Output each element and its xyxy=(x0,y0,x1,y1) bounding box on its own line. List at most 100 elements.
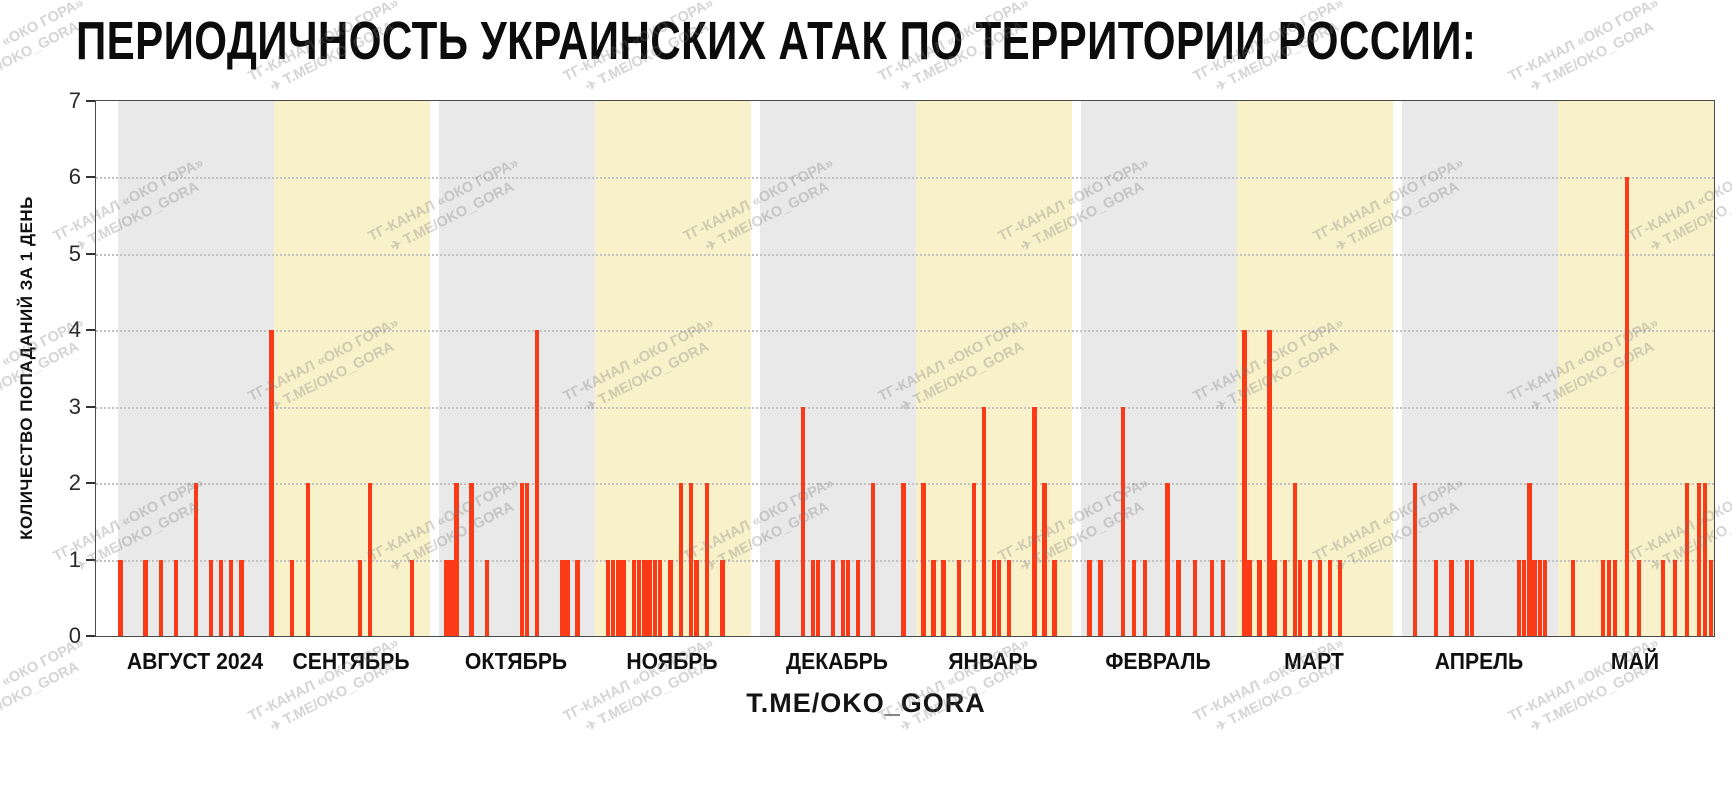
bar xyxy=(1337,559,1343,636)
bar xyxy=(1464,559,1470,636)
bar xyxy=(1257,559,1262,636)
bar xyxy=(720,559,725,636)
bar xyxy=(1142,559,1148,636)
bar xyxy=(1624,177,1630,636)
telegram-plane-icon: ✈ xyxy=(1527,74,1548,95)
bar xyxy=(1327,559,1333,636)
month-label: СЕНТЯБРЬ xyxy=(292,648,410,674)
bar xyxy=(519,483,525,636)
bar xyxy=(694,559,699,636)
bar xyxy=(642,559,647,636)
bar xyxy=(830,559,836,636)
bar xyxy=(1696,483,1702,636)
bar xyxy=(931,559,936,636)
month-band xyxy=(274,101,430,636)
bar xyxy=(815,559,821,636)
bar xyxy=(193,483,199,636)
bar xyxy=(688,483,694,636)
telegram-plane-icon: ✈ xyxy=(897,74,918,95)
bar xyxy=(941,559,946,636)
bar xyxy=(845,559,851,636)
bar xyxy=(158,559,164,636)
bar xyxy=(469,483,474,636)
bar xyxy=(1412,483,1418,636)
watermark-channel-name: ТГ-КАНАЛ «ОКО ГОРА» xyxy=(1505,0,1662,85)
bar xyxy=(1087,559,1092,636)
bar xyxy=(1120,406,1126,636)
bar xyxy=(840,559,846,636)
watermark: ТГ-КАНАЛ «ОКО ГОРА»✈ T.ME/OKO_GORA xyxy=(1506,0,1671,103)
bar xyxy=(1600,559,1606,636)
y-axis-label: КОЛИЧЕСТВО ПОПАДАНИЙ ЗА 1 ДЕНЬ xyxy=(17,196,36,540)
bar xyxy=(367,483,373,636)
bar xyxy=(454,483,459,636)
month-label: ФЕВРАЛЬ xyxy=(1105,648,1211,674)
bar xyxy=(1449,559,1454,636)
month-band xyxy=(1237,101,1393,636)
bar xyxy=(1267,330,1272,636)
bar xyxy=(1307,559,1313,636)
bar xyxy=(1192,559,1198,636)
bar xyxy=(524,483,530,636)
bar xyxy=(901,483,906,636)
bar xyxy=(1527,483,1532,636)
gridline xyxy=(96,177,1714,180)
bar xyxy=(289,559,295,636)
bar xyxy=(269,330,274,636)
bar xyxy=(239,559,244,636)
month-label: МАРТ xyxy=(1284,648,1344,674)
y-tick-label: 3 xyxy=(68,393,81,419)
y-tick-mark xyxy=(86,100,95,102)
bar xyxy=(1247,559,1252,636)
bar xyxy=(652,559,658,636)
bar xyxy=(631,559,637,636)
bar xyxy=(1006,559,1012,636)
bar xyxy=(1433,559,1439,636)
bar xyxy=(810,559,816,636)
bar xyxy=(636,559,642,636)
bar xyxy=(971,483,977,636)
bar xyxy=(1469,559,1475,636)
y-tick-mark xyxy=(86,329,95,332)
bar xyxy=(1684,483,1690,636)
month-label: АВГУСТ 2024 xyxy=(126,648,264,674)
bar xyxy=(704,483,710,636)
bar xyxy=(991,559,997,636)
bar xyxy=(621,559,626,636)
bar xyxy=(996,559,1002,636)
bar xyxy=(1516,559,1522,636)
bar xyxy=(616,559,621,636)
y-tick-mark xyxy=(86,252,95,255)
bar xyxy=(1297,559,1303,636)
month-label: НОЯБРЬ xyxy=(626,648,718,674)
bar xyxy=(305,483,311,636)
gridline xyxy=(96,330,1714,333)
bar xyxy=(1098,559,1103,636)
bar xyxy=(208,559,214,636)
bar xyxy=(565,559,570,636)
month-bands-layer xyxy=(96,101,1714,636)
bar xyxy=(668,559,673,636)
y-tick-mark xyxy=(86,558,95,561)
bar xyxy=(409,559,415,636)
watermark-channel-name: ТГ-КАНАЛ «ОКО ГОРА» xyxy=(0,0,87,85)
bar xyxy=(981,406,987,636)
y-tick-label: 2 xyxy=(68,470,81,496)
bar xyxy=(1272,559,1277,636)
bar xyxy=(1672,559,1678,636)
bar xyxy=(484,559,490,636)
bar xyxy=(605,559,611,636)
bar xyxy=(1537,559,1543,636)
bar xyxy=(1165,483,1170,636)
month-label: МАЙ xyxy=(1610,648,1660,674)
bar xyxy=(956,559,962,636)
y-tick-mark xyxy=(86,635,95,637)
page-title: ПЕРИОДИЧНОСТЬ УКРАИНСКИХ АТАК ПО ТЕРРИТО… xyxy=(76,11,1477,71)
bar xyxy=(921,483,926,636)
month-band xyxy=(439,101,595,636)
y-tick-label: 1 xyxy=(68,546,81,572)
bar xyxy=(1612,559,1618,636)
month-band xyxy=(1402,101,1558,636)
bars-layer xyxy=(96,101,1714,636)
telegram-plane-icon: ✈ xyxy=(582,74,603,95)
